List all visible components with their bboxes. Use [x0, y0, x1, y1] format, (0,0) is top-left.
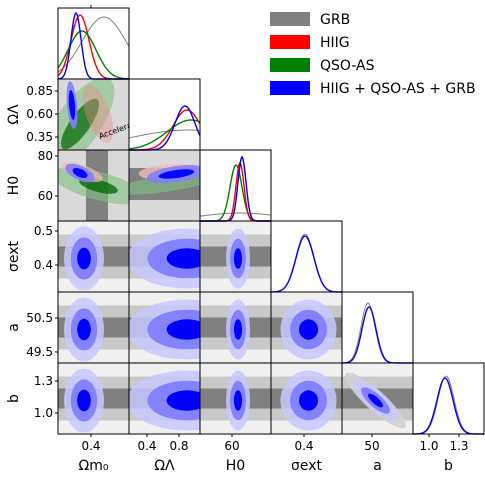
y-axis-label: a	[6, 323, 22, 332]
y-tick-label: 0.85	[26, 84, 53, 98]
x-axis-label: Ωm₀	[79, 458, 109, 474]
x-tick-label: 1.0	[419, 439, 438, 453]
legend-swatch	[270, 12, 310, 26]
legend-label: GRB	[320, 12, 350, 28]
y-tick-label: 80	[38, 149, 53, 163]
y-tick-label: 0.35	[26, 130, 53, 144]
x-tick-label: 0.4	[81, 439, 100, 453]
legend-entry: HIIG + QSO-AS + GRB	[270, 81, 476, 97]
panel-a-marginal	[341, 291, 414, 364]
legend-swatch	[270, 81, 310, 95]
x-tick-label: 1.3	[449, 439, 468, 453]
combined-contour	[166, 390, 200, 411]
legend-entry: HIIG	[270, 35, 350, 51]
x-axis-label: a	[373, 458, 382, 474]
combined-marginal	[270, 235, 342, 293]
legend-swatch	[270, 58, 310, 72]
legend-label: HIIG	[320, 35, 350, 51]
x-axis-label: H0	[226, 458, 245, 474]
legend-label: HIIG + QSO-AS + GRB	[320, 81, 476, 97]
y-tick-label: 0.60	[26, 107, 53, 121]
panel-sig-vs-OL	[128, 220, 201, 293]
panel-a-vs-H0	[199, 291, 272, 364]
panel-H0-marginal	[199, 149, 272, 222]
combined-contour	[68, 90, 76, 120]
panel-b-vs-OL	[128, 362, 201, 435]
combined-contour	[166, 248, 200, 269]
y-axis-label: ΩΛ	[6, 104, 22, 125]
panel-sig-vs-Om	[57, 220, 130, 293]
x-axis-label: ΩΛ	[154, 458, 175, 474]
combined-contour	[72, 168, 88, 178]
panel-Om-marginal	[57, 7, 130, 80]
legend-entry: GRB	[270, 12, 350, 28]
qso-marginal	[128, 119, 201, 150]
legend: GRB HIIG QSO-AS HIIG + QSO-AS + GRB	[270, 12, 476, 97]
combined-contour	[298, 390, 319, 411]
y-tick-label: 1.0	[34, 406, 53, 420]
combined-contour	[368, 393, 383, 408]
panel-b-vs-H0	[199, 362, 272, 435]
x-tick-label: 0.8	[169, 439, 188, 453]
grb-marginal	[199, 212, 272, 217]
panel-b-marginal	[412, 362, 485, 435]
x-axis-label: σext	[291, 458, 323, 474]
legend-swatch	[270, 35, 310, 49]
combined-contour	[233, 390, 243, 411]
legend-entry: QSO-AS	[270, 58, 375, 74]
x-tick-label: 0.4	[137, 439, 156, 453]
panel-sig-marginal	[270, 220, 343, 293]
panel-OL-marginal	[128, 78, 201, 151]
x-tick-label: 0.4	[294, 439, 313, 453]
y-tick-label: 50.5	[26, 311, 53, 325]
combined-contour	[166, 319, 200, 340]
combined-contour	[158, 169, 195, 179]
panel-a-vs-OL	[128, 291, 201, 364]
panel-b-vs-Om	[57, 362, 130, 435]
qso-contour	[60, 98, 100, 150]
y-axis-label: b	[6, 394, 22, 403]
grb-marginal	[128, 129, 200, 139]
hiig-contour	[82, 85, 114, 143]
panel-a-vs-sig	[270, 291, 343, 364]
panel-a-vs-Om	[57, 291, 130, 364]
combined-contour	[233, 248, 243, 269]
panel-b-vs-a	[341, 362, 414, 435]
combined-contour	[77, 318, 91, 341]
y-tick-label: 1.3	[34, 374, 53, 388]
y-axis-label: σext	[6, 240, 22, 272]
x-axis-label: b	[444, 458, 453, 474]
combined-contour	[77, 389, 91, 412]
combined-contour	[298, 319, 319, 340]
legend-label: QSO-AS	[320, 58, 375, 74]
y-tick-label: 0.5	[34, 224, 53, 238]
y-tick-label: 49.5	[26, 345, 53, 359]
y-tick-label: 60	[38, 189, 53, 203]
x-tick-label: 50	[364, 439, 379, 453]
combined-contour	[77, 247, 91, 270]
panel-sig-vs-H0	[199, 220, 272, 293]
grb-marginal	[57, 16, 130, 73]
combined-contour	[233, 319, 243, 340]
x-tick-label: 60	[224, 439, 239, 453]
panel-b-vs-sig	[270, 362, 343, 435]
y-tick-label: 0.4	[34, 258, 53, 272]
y-axis-label: H0	[6, 176, 22, 195]
